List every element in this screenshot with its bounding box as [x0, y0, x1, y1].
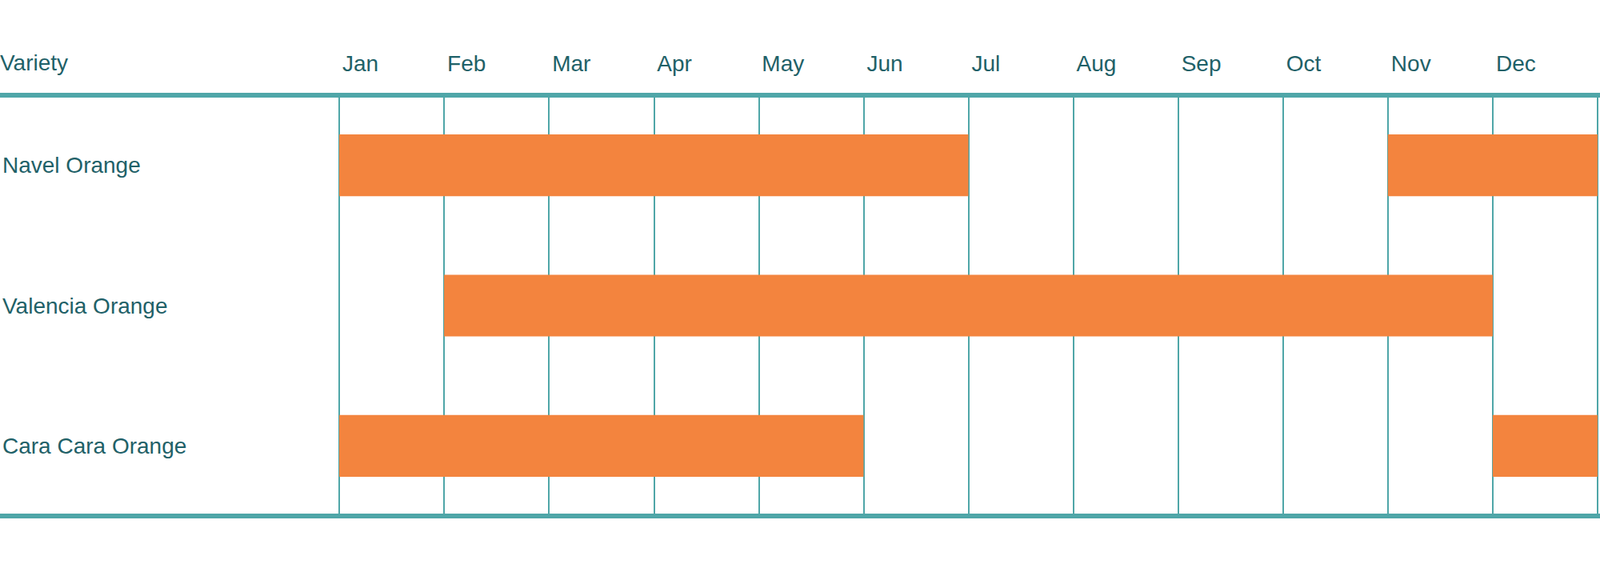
svg-text:Oct: Oct: [1286, 51, 1322, 76]
svg-text:Jan: Jan: [342, 51, 379, 76]
svg-text:Jun: Jun: [866, 51, 903, 76]
svg-text:Navel Orange: Navel Orange: [2, 152, 141, 178]
svg-text:Dec: Dec: [1496, 51, 1536, 76]
svg-text:Variety: Variety: [0, 50, 68, 76]
svg-text:Feb: Feb: [447, 51, 486, 76]
svg-text:Jul: Jul: [972, 51, 1001, 76]
svg-text:Sep: Sep: [1181, 51, 1222, 76]
svg-text:Valencia Orange: Valencia Orange: [2, 293, 168, 319]
svg-text:Nov: Nov: [1391, 51, 1432, 76]
svg-text:Cara Cara Orange: Cara Cara Orange: [2, 433, 187, 459]
svg-text:May: May: [761, 51, 804, 76]
svg-text:Mar: Mar: [552, 51, 591, 76]
svg-text:Apr: Apr: [656, 51, 692, 76]
svg-text:Aug: Aug: [1076, 51, 1117, 76]
